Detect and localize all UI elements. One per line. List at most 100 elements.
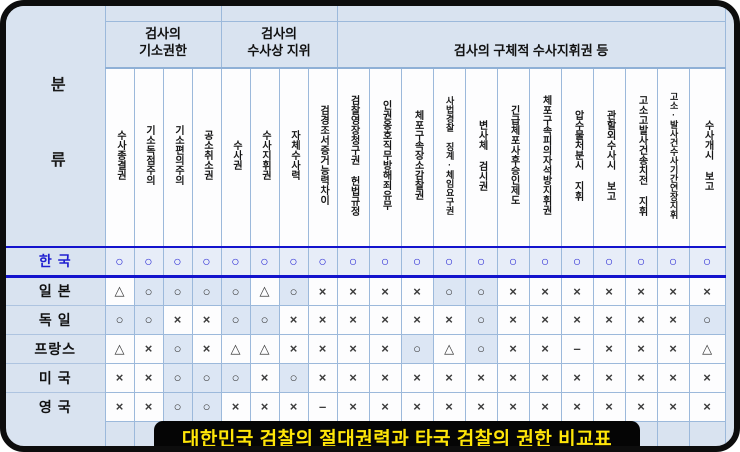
mark-cell-0-6: ○ — [278, 246, 309, 278]
mark-cell-5-19: × — [688, 391, 726, 422]
filler-cell-18 — [656, 421, 690, 446]
filler-label-cell — [6, 421, 106, 446]
country-label-4: 미 국 — [6, 362, 106, 392]
column-header-14: 체포구속피의자석방지휘권 — [528, 67, 562, 248]
mark-cell-1-14: × — [528, 275, 562, 306]
mark-cell-2-8: × — [336, 304, 370, 335]
mark-cell-2-19: ○ — [688, 304, 726, 335]
mark-cell-5-6: × — [278, 391, 309, 422]
mark-cell-5-12: × — [464, 391, 498, 422]
mark-cell-3-15: – — [560, 333, 594, 364]
mark-cell-2-12: ○ — [464, 304, 498, 335]
table-row-4: 미 국 × × ○ ○ ○ × ○ × × × × × × × × × × × × × — [6, 362, 726, 393]
column-header-10: 체포구속장소감찰권 — [400, 67, 434, 248]
mark-cell-1-10: × — [400, 275, 434, 306]
table-row-0: 한 국 ○ ○ ○ ○ ○ ○ ○ ○ ○ ○ ○ ○ ○ ○ ○ ○ ○ ○ ○ ○ — [6, 246, 726, 278]
column-header-8: 검찰영장청구권 헌법규정 — [336, 67, 370, 248]
mark-cell-3-10: ○ — [400, 333, 434, 364]
mark-cell-2-6: × — [278, 304, 309, 335]
mark-cell-0-10: ○ — [400, 246, 434, 278]
country-label-5: 영 국 — [6, 391, 106, 421]
mark-cell-4-17: × — [624, 362, 658, 393]
mark-cell-4-2: ○ — [162, 362, 193, 393]
mark-cell-4-14: × — [528, 362, 562, 393]
mark-cell-4-16: × — [592, 362, 626, 393]
mark-cell-2-4: ○ — [220, 304, 251, 335]
mark-cell-5-15: × — [560, 391, 594, 422]
mark-cell-0-13: ○ — [496, 246, 530, 278]
column-header-4: 수사권 — [220, 67, 251, 248]
mark-cell-5-13: × — [496, 391, 530, 422]
mark-cell-0-15: ○ — [560, 246, 594, 278]
mark-cell-4-13: × — [496, 362, 530, 393]
mark-cell-4-1: × — [133, 362, 164, 393]
mark-cell-2-0: ○ — [104, 304, 135, 335]
mark-cell-0-18: ○ — [656, 246, 690, 278]
column-header-12: 변사체 검시권 — [464, 67, 498, 248]
mark-cell-0-9: ○ — [368, 246, 402, 278]
column-header-16: 관할외수사시 보고 — [592, 67, 626, 248]
mark-cell-2-16: × — [592, 304, 626, 335]
mark-cell-3-5: △ — [249, 333, 280, 364]
mark-cell-1-11: ○ — [432, 275, 466, 306]
mark-cell-2-2: × — [162, 304, 193, 335]
mark-cell-0-11: ○ — [432, 246, 466, 278]
mark-cell-2-13: × — [496, 304, 530, 335]
mark-cell-0-8: ○ — [336, 246, 370, 278]
mark-cell-1-5: △ — [249, 275, 280, 306]
mark-cell-4-18: × — [656, 362, 690, 393]
mark-cell-0-7: ○ — [307, 246, 338, 278]
mark-cell-4-6: ○ — [278, 362, 309, 393]
filler-cell-19 — [688, 421, 726, 446]
mark-cell-0-19: ○ — [688, 246, 726, 278]
mark-cell-0-14: ○ — [528, 246, 562, 278]
mark-cell-1-7: × — [307, 275, 338, 306]
mark-cell-3-16: × — [592, 333, 626, 364]
mark-cell-2-17: × — [624, 304, 658, 335]
mark-cell-5-11: × — [432, 391, 466, 422]
mark-cell-2-15: × — [560, 304, 594, 335]
mark-cell-5-0: × — [104, 391, 135, 422]
country-label-2: 독 일 — [6, 304, 106, 334]
mark-cell-4-8: × — [336, 362, 370, 393]
mark-cell-5-7: – — [307, 391, 338, 422]
mark-cell-5-16: × — [592, 391, 626, 422]
column-header-18: 고소·발사건수사기간연장지휘 — [656, 67, 690, 248]
mark-cell-4-7: × — [307, 362, 338, 393]
mark-cell-2-14: × — [528, 304, 562, 335]
column-header-1: 기소독점주의 — [133, 67, 164, 248]
mark-cell-4-19: × — [688, 362, 726, 393]
mark-cell-3-3: × — [191, 333, 222, 364]
mark-cell-3-0: △ — [104, 333, 135, 364]
mark-cell-5-18: × — [656, 391, 690, 422]
column-header-19: 수사개시 보고 — [688, 67, 726, 248]
table-row-5: 영 국 × × ○ ○ × × × – × × × × × × × × × × × × — [6, 391, 726, 422]
mark-cell-5-2: ○ — [162, 391, 193, 422]
mark-cell-3-8: × — [336, 333, 370, 364]
column-header-9: 인권옹호직무방해죄유무 — [368, 67, 402, 248]
table-caption: 대한민국 검찰의 절대권력과 타국 검찰의 권한 비교표 — [154, 421, 640, 446]
column-header-5: 수사지휘권 — [249, 67, 280, 248]
mark-cell-1-13: × — [496, 275, 530, 306]
mark-cell-2-10: × — [400, 304, 434, 335]
column-header-13: 긴급체포사후승인제도 — [496, 67, 530, 248]
mark-cell-0-12: ○ — [464, 246, 498, 278]
mark-cell-0-16: ○ — [592, 246, 626, 278]
column-header-15: 압수물처분시 지휘 — [560, 67, 594, 248]
mark-cell-3-7: × — [307, 333, 338, 364]
mark-cell-1-17: × — [624, 275, 658, 306]
column-group-header-0: 검사의 기소권한 — [104, 6, 222, 69]
mark-cell-1-2: ○ — [162, 275, 193, 306]
mark-cell-5-1: × — [133, 391, 164, 422]
table-row-3: 프랑스 △ × ○ × △ △ × × × × ○ △ ○ × × – × × × △ — [6, 333, 726, 364]
column-header-0: 수사종결권 — [104, 67, 135, 248]
column-header-2: 기소편의주의 — [162, 67, 193, 248]
mark-cell-3-11: △ — [432, 333, 466, 364]
mark-cell-5-8: × — [336, 391, 370, 422]
mark-cell-5-3: ○ — [191, 391, 222, 422]
mark-cell-1-18: × — [656, 275, 690, 306]
mark-cell-2-5: ○ — [249, 304, 280, 335]
mark-cell-4-3: ○ — [191, 362, 222, 393]
column-header-6: 자체수사력 — [278, 67, 309, 248]
